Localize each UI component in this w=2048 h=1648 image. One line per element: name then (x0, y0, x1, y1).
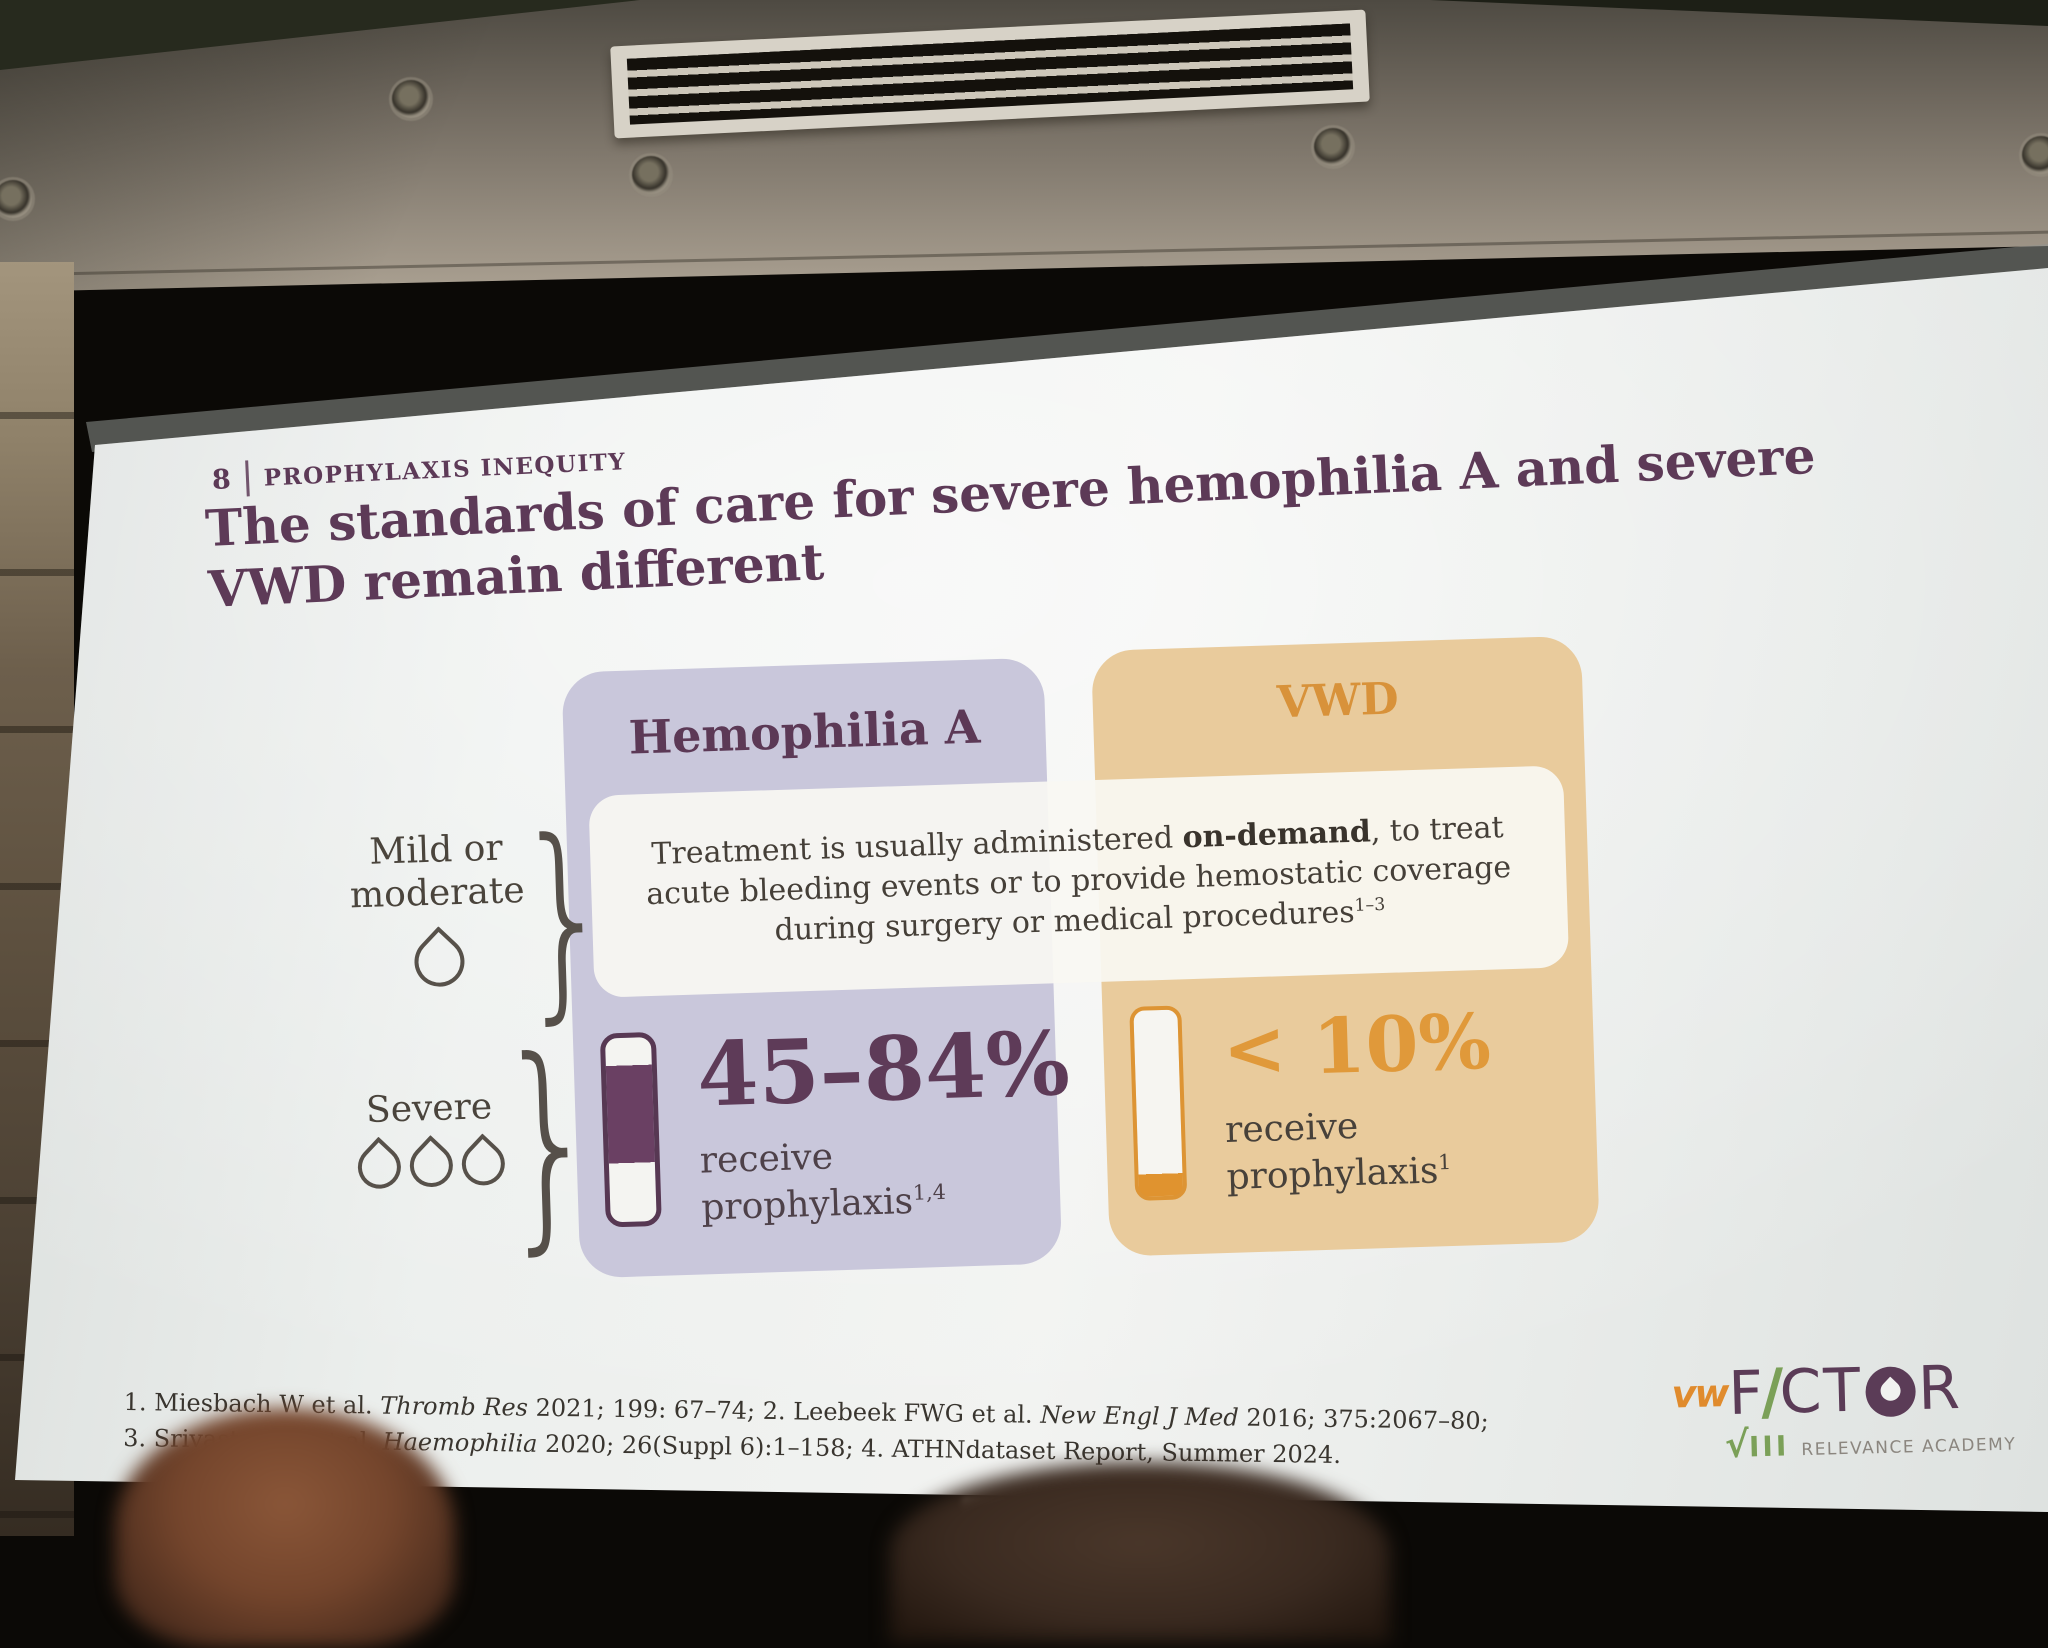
caption-superscript: 1,4 (912, 1179, 947, 1205)
vwd-stat-caption: receive prophylaxis1 (1224, 1100, 1495, 1202)
on-demand-bold: on-demand (1182, 814, 1372, 855)
comparison-diagram: Hemophilia A VWD Treatment is usually ad… (330, 630, 1609, 1309)
logo-viii-numeral: III (1748, 1429, 1790, 1464)
hemophilia-stat-value: 45–84% (695, 1010, 1072, 1127)
caption-prophylaxis: prophylaxis (700, 1180, 914, 1229)
recessed-light (392, 80, 430, 118)
audience-head (890, 1462, 1390, 1642)
severe-group: Severe (343, 1084, 516, 1198)
ref2-text: 2021; 199: 67–74; 2. Leebeek FWG et al. (527, 1393, 1041, 1429)
vwd-stat-group: < 10% receive prophylaxis1 (1129, 996, 1495, 1205)
logo-tagline: RELEVANCE ACADEMY (1801, 1434, 2017, 1461)
logo-vw: vw (1671, 1371, 1729, 1417)
mild-moderate-group: Mild or moderate (335, 826, 540, 998)
vial-icon-orange (1129, 1005, 1188, 1201)
severe-brace: } (493, 1010, 605, 1276)
droplet-icon (404, 926, 475, 998)
ceiling (0, 0, 2048, 292)
caption-receive: receive (1224, 1105, 1359, 1152)
droplet-icon (400, 1135, 462, 1197)
on-demand-treatment-text: Treatment is usually administered on-dem… (624, 807, 1534, 956)
recessed-light (0, 180, 32, 218)
ceiling-panel-dark-right (1430, 0, 2048, 26)
vwfactor-logo: vw F ∕ CT R √ III RELEVANCE ACADEMY (1671, 1347, 2048, 1468)
severe-droplets (345, 1133, 516, 1198)
vial-icon-purple (599, 1031, 662, 1228)
ref2-journal: New Engl J Med (1040, 1400, 1239, 1432)
caption-receive: receive (699, 1136, 834, 1182)
hemophilia-stat-caption: receive prophylaxis1,4 (699, 1127, 1074, 1232)
recessed-light (1314, 128, 1352, 166)
title-line1: The standards of care for severe hemophi… (204, 425, 1817, 558)
logo-ct: CT (1778, 1355, 1864, 1428)
on-demand-treatment-box: Treatment is usually administered on-dem… (588, 765, 1570, 998)
recessed-light (2022, 136, 2048, 174)
logo-drop-o-icon (1864, 1366, 1916, 1418)
mild-moderate-label: Mild or moderate (335, 826, 538, 919)
severe-label: Severe (365, 1086, 493, 1132)
treatment-reference-superscript: 1–3 (1354, 895, 1386, 916)
logo-r: R (1917, 1352, 1963, 1425)
eyebrow-divider (244, 460, 250, 497)
audience-head (115, 1408, 455, 1648)
hemophilia-stat-group: 45–84% receive prophylaxis1,4 (599, 1010, 1075, 1235)
recessed-light (632, 156, 670, 194)
hemophilia-stat-text: 45–84% receive prophylaxis1,4 (695, 1010, 1075, 1232)
ref1-journal: Thromb Res (380, 1391, 529, 1422)
air-vent-slats (626, 23, 1354, 125)
droplet-icon (348, 1136, 410, 1198)
logo-check-v: √ (1724, 1424, 1750, 1467)
vwd-stat-value: < 10% (1221, 996, 1493, 1095)
ref2-tail: 2016; 375:2067–80; (1238, 1403, 1489, 1436)
mild-brace: } (512, 793, 618, 1044)
slide-number: 8 (211, 463, 232, 496)
vwd-stat-text: < 10% receive prophylaxis1 (1221, 996, 1495, 1202)
mild-label-line1: Mild or (368, 827, 504, 873)
caption-prophylaxis: prophylaxis (1225, 1150, 1439, 1198)
projector-screen: 8 PROPHYLAXIS INEQUITY The standards of … (0, 0, 2048, 1536)
hemophilia-panel-header: Hemophilia A (627, 699, 982, 765)
air-vent (610, 9, 1370, 139)
mild-label-line2: moderate (349, 870, 526, 917)
caption-superscript: 1 (1437, 1149, 1452, 1175)
vwd-panel-header: VWD (1276, 673, 1400, 729)
ref4-text: 2020; 26(Suppl 6):1–158; 4. ATHNdataset … (537, 1429, 1342, 1469)
